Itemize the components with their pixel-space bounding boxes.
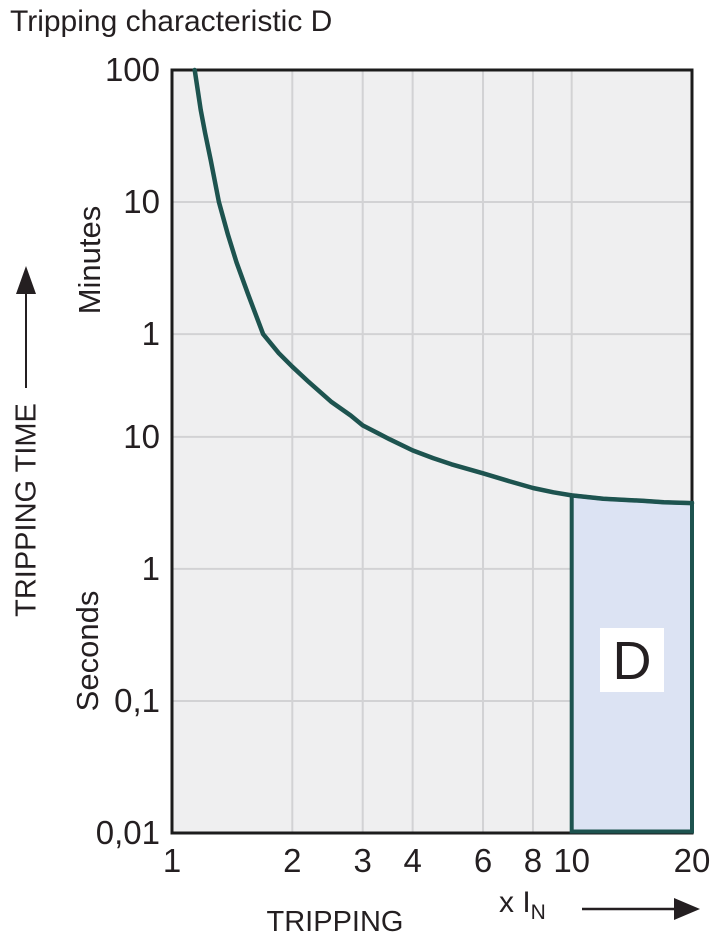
x-tick-label: 10: [553, 842, 590, 879]
y-tick-label: 10: [123, 418, 160, 455]
x-tick-label: 6: [474, 842, 492, 879]
x-tick-label: 3: [354, 842, 372, 879]
x-axis-name: TRIPPING CURRENT: [264, 906, 406, 943]
y-tick-label: 1: [142, 550, 160, 587]
plot-border: [170, 68, 694, 835]
x-tick-label: 2: [283, 842, 301, 879]
y-tick-label: 0,01: [96, 814, 160, 851]
right-arrow-icon: [582, 898, 700, 920]
x-axis-unit: x IN: [499, 886, 546, 925]
y-tick-label: 1: [142, 315, 160, 352]
y-tick-label: 0,1: [114, 682, 160, 719]
tripping-curve: [192, 67, 695, 506]
x-axis-unit-text: x I: [499, 886, 531, 919]
y-axis-unit-seconds: Seconds: [70, 590, 105, 712]
region-label: D: [613, 631, 652, 691]
y-tick-label: 10: [123, 183, 160, 220]
y-tick-label: 100: [105, 51, 160, 88]
up-arrow-icon: [16, 266, 36, 388]
y-axis-unit-minutes: Minutes: [72, 205, 107, 315]
chart-title: Tripping characteristic D: [10, 5, 333, 38]
region-label-box: [600, 628, 664, 692]
x-tick-label: 20: [674, 842, 711, 879]
x-axis-unit-subscript: N: [530, 901, 546, 924]
x-tick-label: 1: [163, 842, 181, 879]
x-tick-label: 8: [524, 842, 542, 879]
x-tick-label: 4: [403, 842, 421, 879]
y-axis-name: TRIPPING TIME: [10, 403, 43, 617]
